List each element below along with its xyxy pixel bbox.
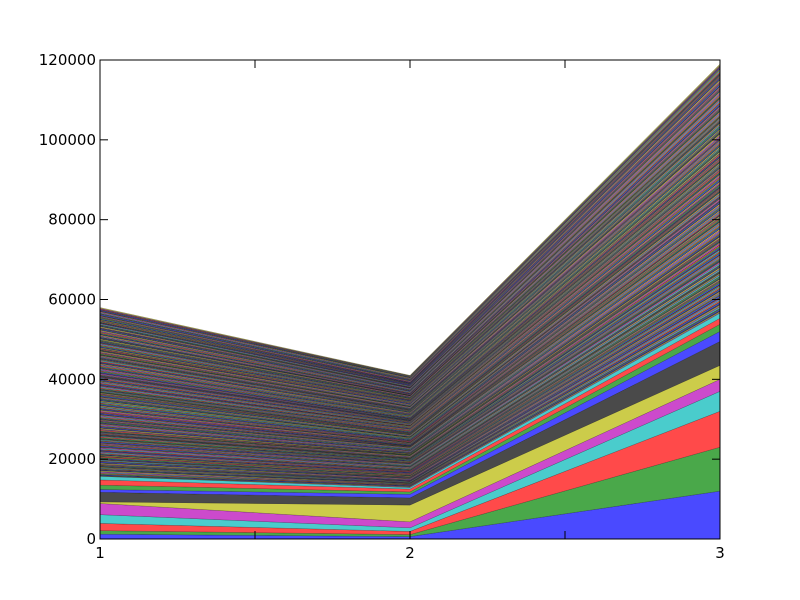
axes: 0 20000 40000 60000 80000 100000 120000 1 2 3 bbox=[39, 51, 725, 562]
x-tick-label: 1 bbox=[95, 544, 105, 562]
y-tick-label: 80000 bbox=[48, 211, 96, 229]
y-tick-label: 120000 bbox=[39, 51, 96, 69]
y-tick-label: 0 bbox=[86, 530, 96, 548]
y-tick-label: 100000 bbox=[39, 131, 96, 149]
x-tick-label: 3 bbox=[715, 544, 725, 562]
y-tick-label: 40000 bbox=[48, 370, 96, 388]
y-tick-label: 60000 bbox=[48, 291, 96, 309]
x-tick-label: 2 bbox=[405, 544, 415, 562]
area-series-group bbox=[99, 63, 721, 540]
y-tick-label: 20000 bbox=[48, 450, 96, 468]
